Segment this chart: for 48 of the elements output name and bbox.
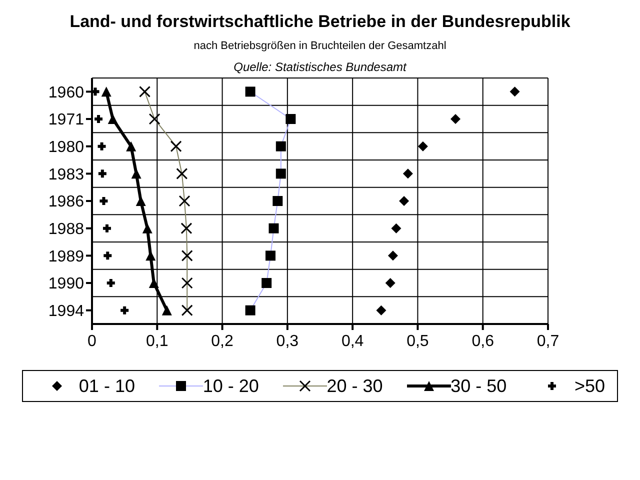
y-tick-label: 1988 [48,221,84,238]
point [376,305,386,316]
point [388,250,398,261]
x-tick-label: 0,7 [536,333,560,350]
point [105,278,116,288]
x-tick-label: 0,4 [341,333,364,350]
y-tick-label: 1983 [48,166,84,184]
point [418,141,428,152]
point [96,140,108,152]
point [162,305,172,316]
point [402,168,413,179]
x-tick-label: 0 [88,333,97,350]
point [101,222,112,234]
point [131,168,142,179]
point [385,278,396,288]
legend-label: >50 [574,376,606,396]
y-tick-label: 1989 [48,248,84,266]
legend-label: 30 - 50 [450,376,507,396]
point [126,141,136,152]
point [96,168,108,180]
x-tick-label: 0,3 [276,333,299,350]
point [510,86,520,97]
point [136,196,146,206]
y-tick-label: 1971 [48,112,84,129]
x-tick-label: 0,2 [211,333,234,350]
point [102,250,114,262]
x-tick-label: 0,1 [146,333,168,350]
chart-title: Land- und forstwirtschaftliche Betriebe in der Bundesrepublik [68,11,572,32]
point [391,223,402,234]
x-tick-label: 0,6 [472,333,494,350]
x-tick-label: 0,5 [406,333,429,350]
point [101,86,112,97]
y-tick-label: 1990 [48,276,84,293]
legend-label: 20 - 30 [326,376,383,396]
point [108,114,118,124]
y-tick-label: 1994 [48,303,84,320]
y-tick-label: 1980 [48,139,84,156]
source-note: Quelle: Statistisches Bundesamt [232,60,408,74]
point [98,196,110,206]
point [119,304,130,316]
y-tick-label: 1986 [48,194,84,211]
point [450,114,460,124]
legend-label: 10 - 20 [202,376,259,396]
legend-label: 01 - 10 [78,376,135,396]
y-tick-label: 1960 [48,84,84,102]
point [142,223,152,234]
point [399,196,410,206]
chart-subtitle: nach Betriebsgrößen in Bruchteilen der Gesamtzahl [192,40,448,52]
